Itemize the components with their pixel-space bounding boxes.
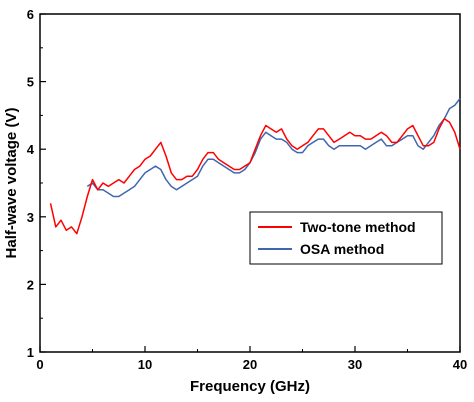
y-axis-label: Half-wave voltage (V) <box>3 108 20 259</box>
axis-tick-labels: 0 10 20 30 40 1 2 3 4 5 6 <box>27 7 467 372</box>
x-axis-label: Frequency (GHz) <box>190 378 310 395</box>
y-tick-label: 2 <box>27 277 34 292</box>
legend-label-osa: OSA method <box>300 241 384 257</box>
y-tick-label: 5 <box>27 75 34 90</box>
y-tick-label: 1 <box>27 345 34 360</box>
series-layer <box>49 98 461 235</box>
legend: Two-tone method OSA method <box>249 211 443 265</box>
x-tick-label: 10 <box>138 357 152 372</box>
y-tick-label: 4 <box>27 142 35 157</box>
y-tick-label: 6 <box>27 7 34 22</box>
y-tick-label: 3 <box>27 210 34 225</box>
axis-ticks <box>39 13 461 353</box>
series-two-tone-line <box>49 118 461 235</box>
x-tick-label: 40 <box>453 357 467 372</box>
legend-box <box>249 211 443 265</box>
series-osa-line <box>86 98 461 198</box>
legend-label-two-tone: Two-tone method <box>300 219 416 235</box>
x-tick-label: 0 <box>36 357 43 372</box>
x-tick-label: 30 <box>348 357 362 372</box>
x-tick-label: 20 <box>243 357 257 372</box>
